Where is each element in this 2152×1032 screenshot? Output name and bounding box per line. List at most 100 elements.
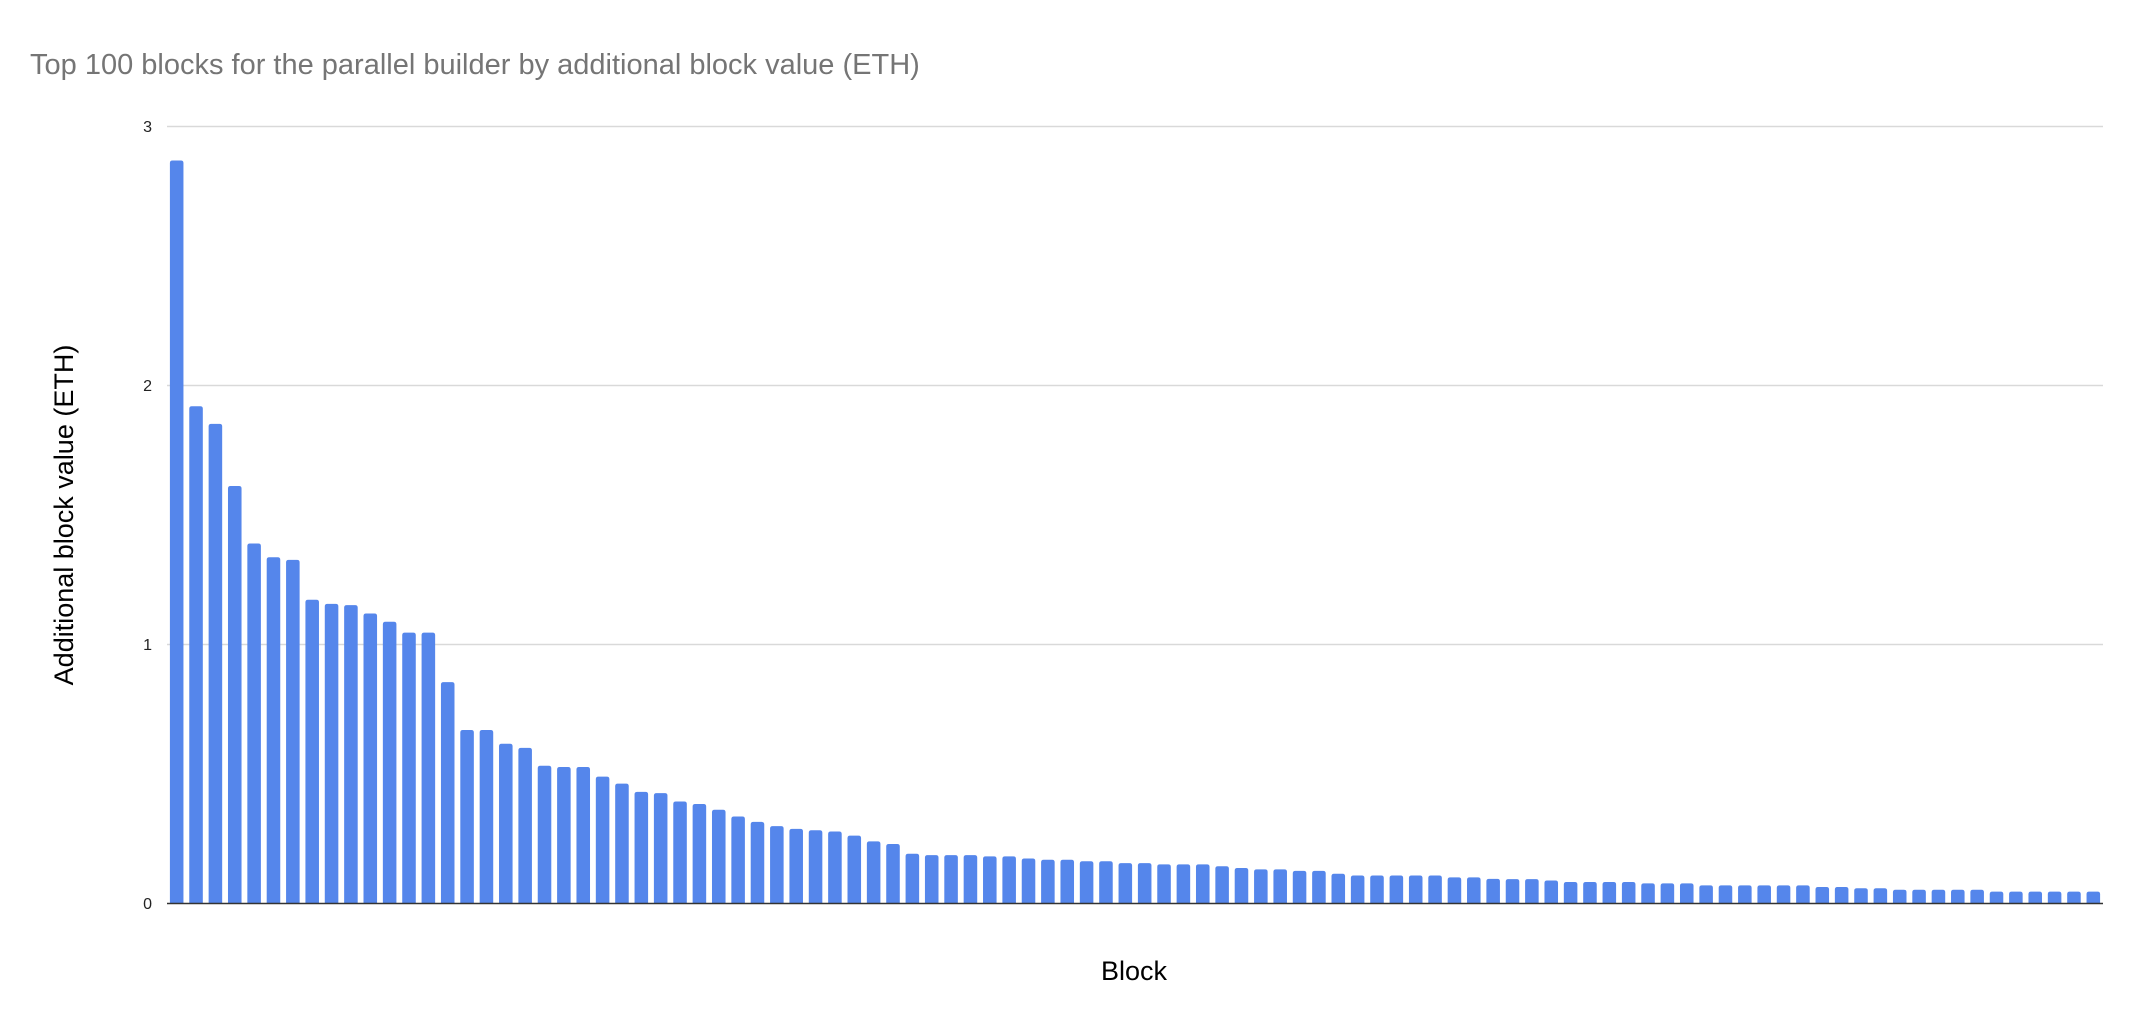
bar	[189, 406, 203, 903]
bar	[518, 747, 532, 903]
bar	[1525, 879, 1539, 903]
bar	[1389, 875, 1404, 903]
bar	[944, 855, 958, 903]
bar	[847, 835, 862, 903]
bar	[1563, 882, 1578, 903]
bar	[595, 776, 610, 903]
x-axis-label: Block	[1101, 956, 1168, 986]
bar	[924, 855, 939, 903]
bar	[363, 613, 378, 903]
bar	[305, 599, 319, 903]
bar	[169, 160, 184, 903]
bar	[1834, 886, 1849, 903]
bar	[1118, 863, 1133, 903]
bar	[1312, 870, 1326, 903]
bar	[1079, 861, 1094, 903]
bar	[557, 767, 571, 903]
bar	[828, 831, 842, 903]
bar	[1486, 878, 1500, 903]
bar	[1602, 882, 1617, 903]
bar	[1060, 859, 1075, 903]
bar	[1738, 885, 1752, 903]
bar	[460, 729, 474, 903]
y-tick-label: 3	[143, 119, 152, 136]
bar	[1273, 869, 1287, 903]
bar	[653, 793, 668, 903]
bar	[1699, 885, 1713, 903]
y-tick-label: 2	[143, 378, 152, 395]
bar	[479, 729, 494, 903]
bar	[1331, 873, 1346, 903]
bar	[1931, 889, 1946, 903]
bar	[2009, 891, 2023, 903]
bar	[1873, 888, 1888, 903]
bar	[382, 621, 397, 903]
bar	[2086, 891, 2101, 903]
bar	[576, 767, 591, 903]
bar	[1970, 889, 1984, 903]
bar	[770, 826, 784, 903]
bar	[1002, 856, 1016, 903]
bar	[1467, 877, 1481, 903]
bar	[886, 843, 900, 903]
bar	[1350, 875, 1365, 903]
bar	[1195, 864, 1210, 903]
bar	[1041, 859, 1055, 903]
bar	[808, 830, 823, 903]
gridlines	[167, 125, 2103, 646]
bar	[1370, 875, 1384, 903]
bar	[2067, 891, 2081, 903]
bar	[1951, 889, 1965, 903]
bar	[1776, 885, 1791, 903]
bar	[983, 856, 997, 903]
bar	[1176, 864, 1191, 903]
bar	[1757, 885, 1771, 903]
bar	[1796, 885, 1810, 903]
bar	[1292, 870, 1307, 903]
y-tick-label: 0	[143, 896, 152, 913]
bar	[963, 855, 978, 903]
bar	[1234, 868, 1249, 903]
y-tick-labels: 0 1 2 3	[143, 119, 152, 913]
bar	[402, 632, 416, 903]
bar	[711, 809, 726, 903]
bar	[1718, 885, 1733, 903]
bar	[731, 816, 745, 903]
bar	[421, 632, 436, 903]
bars	[169, 160, 2101, 903]
bar	[1679, 883, 1694, 903]
bar	[692, 804, 707, 903]
bar	[673, 801, 687, 903]
bar	[1621, 882, 1636, 903]
bar	[266, 557, 281, 903]
chart-title: Top 100 blocks for the parallel builder …	[30, 49, 920, 81]
bar	[1854, 888, 1868, 903]
y-axis-label: Additional block value (ETH)	[49, 345, 79, 686]
bar	[1447, 877, 1462, 903]
bar	[1157, 864, 1171, 903]
bar	[247, 543, 261, 903]
bar	[1099, 861, 1113, 903]
bar	[1544, 880, 1559, 903]
bar	[789, 828, 803, 903]
bar	[1254, 869, 1268, 903]
bar	[1408, 875, 1423, 903]
bar	[2028, 891, 2043, 903]
bar	[634, 791, 649, 903]
bar	[1021, 858, 1036, 903]
bar	[1137, 863, 1152, 903]
bar	[1215, 866, 1229, 903]
bar	[227, 486, 242, 903]
bar	[208, 423, 223, 903]
bar	[286, 559, 300, 903]
bar	[440, 682, 455, 903]
bar	[1815, 886, 1830, 903]
bar	[1428, 875, 1442, 903]
bar	[537, 765, 552, 903]
bar	[1989, 891, 2004, 903]
bar	[615, 783, 629, 903]
bar	[1641, 883, 1655, 903]
bar	[905, 853, 920, 903]
bar	[1583, 882, 1597, 903]
